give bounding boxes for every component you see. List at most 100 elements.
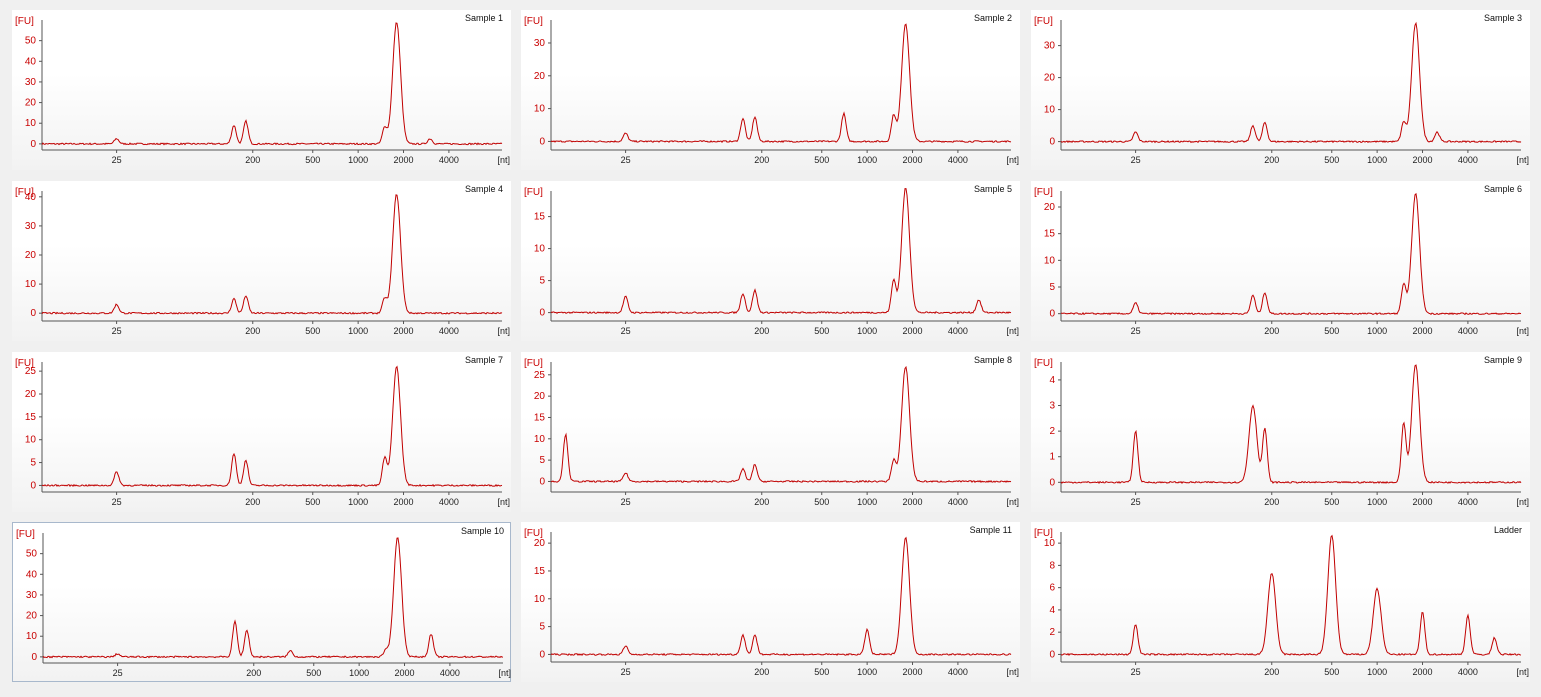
y-tick-label: 0 (30, 139, 36, 150)
y-tick-label: 0 (539, 476, 545, 487)
y-tick-label: 0 (30, 480, 36, 491)
x-tick-label: 200 (1264, 326, 1279, 336)
y-tick-label: 10 (534, 434, 546, 445)
chart-panel[interactable]: Ladder [FU] 0 2 4 6 8 10 25 200 500 1000 2000 4000 [nt… (1031, 522, 1530, 682)
x-tick-label: 500 (1324, 497, 1339, 507)
x-tick-label: 1000 (1367, 667, 1387, 677)
x-axis-label: [nt] (1516, 497, 1529, 507)
x-axis-label: [nt] (1006, 155, 1019, 165)
y-tick-label: 2 (1049, 426, 1055, 437)
series-trace (550, 365, 1012, 483)
y-tick-label: 10 (1044, 105, 1056, 116)
chart-svg: Sample 6 [FU] 0 5 10 15 20 25 200 500 1000 2000 4000… (1034, 184, 1529, 336)
y-tick-label: 30 (1044, 41, 1056, 52)
x-tick-label: 25 (1131, 155, 1141, 165)
x-tick-label: 200 (1264, 497, 1279, 507)
y-tick-label: 20 (534, 71, 546, 82)
chart-panel[interactable]: Sample 6 [FU] 0 5 10 15 20 25 200 500 1000 2000 4000… (1031, 181, 1530, 341)
x-tick-label: 25 (621, 155, 631, 165)
chart-panel[interactable]: Sample 3 [FU] 0 10 20 30 25 200 500 1000 2000 4000 [… (1031, 10, 1530, 170)
series-trace (41, 365, 503, 488)
chart-svg: Sample 9 [FU] 0 1 2 3 4 25 200 500 1000 2000 4000 [nt… (1034, 355, 1529, 507)
y-tick-label: 50 (26, 549, 38, 560)
x-tick-label: 25 (1131, 326, 1141, 336)
chart-svg: Sample 8 [FU] 0 5 10 15 20 25 25 200 500 1000 2000 40… (524, 355, 1019, 507)
y-tick-label: 0 (539, 649, 545, 660)
y-tick-label: 0 (539, 136, 545, 147)
chart-svg: Sample 2 [FU] 0 10 20 30 25 200 500 1000 2000 4000 [… (524, 13, 1019, 165)
x-tick-label: 4000 (1458, 667, 1478, 677)
y-tick-label: 25 (534, 370, 546, 381)
x-tick-label: 2000 (1413, 155, 1433, 165)
chart-panel[interactable]: Sample 4 [FU] 0 10 20 30 40 25 200 500 1000 2000 400… (12, 181, 511, 341)
x-tick-label: 4000 (1458, 326, 1478, 336)
y-tick-label: 4 (1049, 605, 1055, 616)
y-tick-label: 10 (534, 244, 546, 255)
x-tick-label: 4000 (1458, 155, 1478, 165)
y-tick-label: 5 (539, 276, 545, 287)
x-tick-label: 2000 (394, 497, 414, 507)
chart-svg: Sample 3 [FU] 0 10 20 30 25 200 500 1000 2000 4000 [… (1034, 13, 1529, 165)
y-tick-label: 5 (539, 455, 545, 466)
x-tick-label: 1000 (348, 155, 368, 165)
x-tick-label: 25 (113, 668, 123, 678)
x-axis-label: [nt] (1516, 155, 1529, 165)
y-axis-label: [FU] (16, 529, 35, 540)
y-tick-label: 0 (539, 308, 545, 319)
chart-panel[interactable]: Sample 2 [FU] 0 10 20 30 25 200 500 1000 2000 4000 [… (521, 10, 1020, 170)
x-axis-label: [nt] (497, 326, 510, 336)
x-axis-label: [nt] (497, 497, 510, 507)
y-axis-label: [FU] (524, 358, 543, 369)
x-tick-label: 25 (112, 497, 122, 507)
chart-title: Sample 7 (465, 355, 503, 365)
y-axis-label: [FU] (1034, 528, 1053, 539)
chart-title: Sample 11 (970, 525, 1012, 535)
series-trace (41, 194, 503, 315)
chart-title: Sample 8 (974, 355, 1012, 365)
series-trace (1060, 192, 1522, 316)
x-tick-label: 4000 (440, 668, 460, 678)
x-tick-label: 4000 (948, 326, 968, 336)
y-tick-label: 15 (1044, 229, 1056, 240)
chart-title: Sample 6 (1484, 184, 1522, 194)
y-tick-label: 50 (25, 36, 37, 47)
y-tick-label: 10 (25, 435, 37, 446)
chart-panel[interactable]: Sample 11 [FU] 0 5 10 15 20 25 200 500 1000 2000 400… (521, 522, 1020, 682)
series-trace (41, 22, 503, 146)
y-tick-label: 10 (534, 594, 546, 605)
x-axis-label: [nt] (1516, 667, 1529, 677)
x-tick-label: 500 (1324, 326, 1339, 336)
x-tick-label: 1000 (1367, 326, 1387, 336)
chart-panel[interactable]: Sample 10 [FU] 0 10 20 30 40 50 25 200 500 1000 2000… (12, 522, 511, 682)
y-axis-label: [FU] (1034, 16, 1053, 27)
series-trace (1060, 364, 1522, 484)
y-tick-label: 10 (534, 104, 546, 115)
chart-panel[interactable]: Sample 7 [FU] 0 5 10 15 20 25 25 200 500 1000 2000 40… (12, 352, 511, 512)
chart-title: Sample 9 (1484, 355, 1522, 365)
y-tick-label: 15 (534, 412, 546, 423)
chart-panel[interactable]: Sample 1 [FU] 0 10 20 30 40 50 25 200 500 1000 2000 4… (12, 10, 511, 170)
x-tick-label: 1000 (348, 497, 368, 507)
chart-panel[interactable]: Sample 8 [FU] 0 5 10 15 20 25 25 200 500 1000 2000 40… (521, 352, 1020, 512)
x-tick-label: 2000 (1413, 497, 1433, 507)
x-tick-label: 2000 (903, 497, 923, 507)
y-tick-label: 1 (1049, 452, 1055, 463)
x-tick-label: 1000 (857, 497, 877, 507)
chart-title: Ladder (1494, 525, 1522, 535)
x-tick-label: 200 (754, 326, 769, 336)
y-tick-label: 25 (25, 366, 37, 377)
x-tick-label: 500 (1324, 155, 1339, 165)
y-tick-label: 5 (30, 458, 36, 469)
y-tick-label: 5 (539, 622, 545, 633)
y-tick-label: 20 (25, 250, 37, 261)
x-tick-label: 200 (246, 668, 261, 678)
x-tick-label: 1000 (1367, 155, 1387, 165)
series-trace (42, 537, 504, 659)
series-trace (1060, 21, 1522, 144)
chart-svg: Sample 4 [FU] 0 10 20 30 40 25 200 500 1000 2000 400… (15, 184, 510, 336)
y-tick-label: 15 (534, 212, 546, 223)
chart-panel[interactable]: Sample 5 [FU] 0 5 10 15 25 200 500 1000 2000 4000 [n… (521, 181, 1020, 341)
x-tick-label: 2000 (1413, 667, 1433, 677)
y-tick-label: 10 (25, 279, 37, 290)
chart-panel[interactable]: Sample 9 [FU] 0 1 2 3 4 25 200 500 1000 2000 4000 [nt… (1031, 352, 1530, 512)
